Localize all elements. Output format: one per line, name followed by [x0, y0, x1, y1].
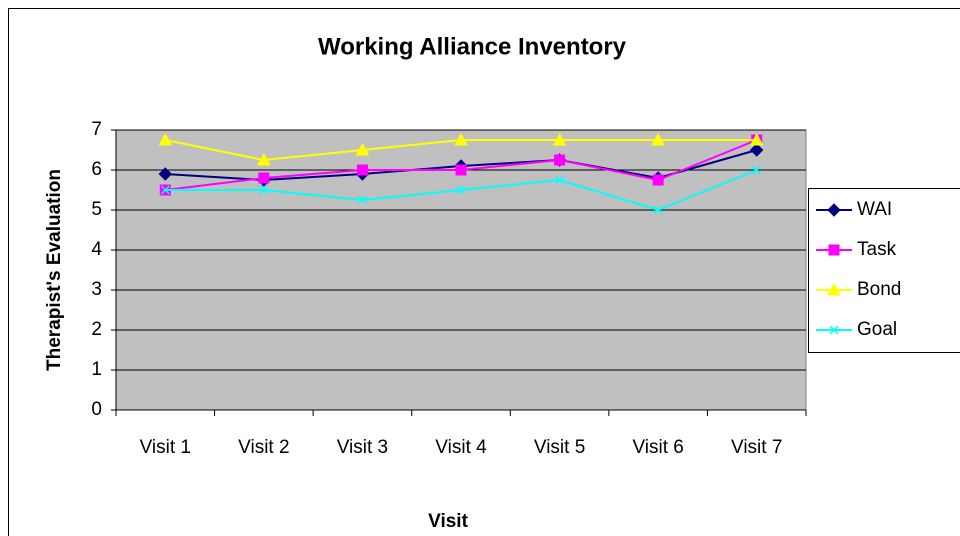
- x-tick-label: Visit 3: [337, 437, 388, 458]
- marker: [651, 132, 665, 146]
- marker: [554, 154, 566, 166]
- y-tick-label: 6: [91, 159, 102, 180]
- y-tick-label: 3: [91, 279, 102, 300]
- legend-label: Task: [857, 239, 897, 260]
- marker: [750, 143, 764, 157]
- legend: [808, 188, 960, 353]
- legend-marker: [827, 282, 841, 296]
- marker: [356, 164, 368, 176]
- x-tick-label: Visit 6: [632, 437, 683, 458]
- legend-marker: [829, 325, 839, 335]
- marker: [652, 174, 664, 186]
- x-axis-label: Visit: [428, 511, 468, 532]
- marker: [653, 205, 663, 215]
- legend-label: Goal: [857, 319, 897, 340]
- marker: [752, 165, 762, 175]
- marker: [552, 132, 567, 146]
- marker: [749, 132, 764, 146]
- x-tick-label: Visit 7: [731, 437, 782, 458]
- marker: [259, 185, 269, 195]
- y-axis-label: Therapist's Evaluation: [44, 169, 65, 371]
- marker: [456, 185, 466, 195]
- y-tick-label: 5: [91, 199, 102, 220]
- legend-label: WAI: [857, 199, 892, 220]
- legend-marker: [827, 203, 841, 217]
- marker: [454, 132, 468, 146]
- x-tick-label: Visit 5: [534, 437, 585, 458]
- chart-title: Working Alliance Inventory: [318, 33, 627, 60]
- y-tick-label: 1: [91, 359, 102, 380]
- y-tick-label: 2: [91, 319, 102, 340]
- marker: [160, 185, 170, 195]
- legend-marker: [828, 244, 840, 256]
- marker: [258, 172, 270, 184]
- marker: [355, 142, 370, 156]
- marker: [158, 132, 173, 146]
- legend-label: Bond: [857, 279, 901, 300]
- marker: [257, 152, 271, 166]
- marker: [455, 164, 467, 176]
- x-tick-label: Visit 2: [238, 437, 289, 458]
- marker: [357, 195, 367, 205]
- y-tick-label: 0: [91, 399, 102, 420]
- marker: [158, 167, 172, 181]
- x-tick-label: Visit 4: [435, 437, 487, 458]
- x-tick-label: Visit 1: [140, 437, 191, 458]
- marker: [555, 175, 565, 185]
- y-tick-label: 7: [91, 119, 102, 140]
- plot-area: [115, 129, 807, 411]
- y-tick-label: 4: [91, 239, 102, 260]
